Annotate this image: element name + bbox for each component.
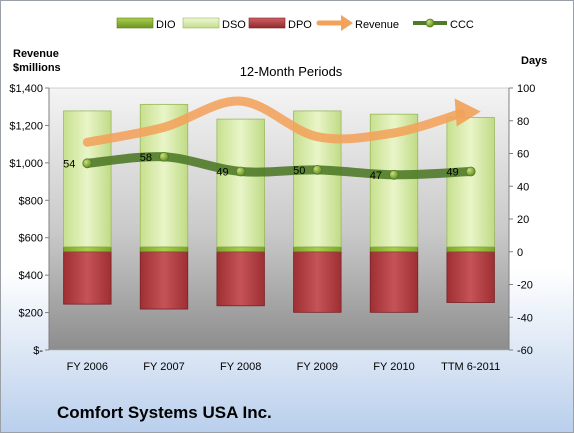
bars [63, 103, 495, 313]
company-name: Comfort Systems USA Inc. [57, 403, 272, 422]
right-tick-label: 80 [517, 116, 529, 128]
dso-bar [63, 110, 112, 248]
left-tick-label: $1,400 [9, 83, 43, 95]
dio-bar [216, 246, 265, 253]
ccc-marker [465, 166, 476, 177]
dpo-bar [446, 251, 495, 303]
revenue-arrowhead [454, 98, 481, 127]
x-axis-label: FY 2010 [373, 361, 414, 373]
legend-label-dso: DSO [222, 19, 246, 31]
ccc-data-label: 49 [446, 167, 458, 179]
legend-swatch-revenue [316, 15, 353, 31]
dio-bar [446, 246, 495, 253]
dio-bar [293, 246, 342, 253]
right-axis-title: Days [521, 55, 547, 67]
legend-label-revenue: Revenue [355, 19, 399, 31]
legend-label-dio: DIO [156, 19, 176, 31]
left-axis-title-line1: Revenue [13, 48, 59, 60]
right-tick-label: 100 [517, 83, 535, 95]
x-axis-label: TTM 6-2011 [441, 361, 500, 373]
dso-bar [216, 118, 265, 248]
ccc-marker [159, 151, 169, 162]
dio-bar [139, 246, 189, 253]
dpo-bar [216, 251, 265, 307]
legend-swatch-dso [182, 17, 220, 29]
dpo-bar [139, 251, 189, 310]
left-tick-label: $- [33, 345, 43, 357]
ccc-marker [389, 169, 399, 180]
right-tick-label: -60 [517, 345, 533, 357]
revenue-series [82, 96, 481, 147]
legend-swatch-ccc [413, 18, 447, 28]
ccc-series: 54 58 49 50 47 49 [63, 151, 476, 182]
dpo-bar [369, 251, 419, 313]
ccc-data-label: 58 [140, 152, 152, 164]
dso-bar [446, 117, 495, 248]
x-axis-label: FY 2009 [297, 361, 338, 373]
right-tick-label: -40 [517, 312, 533, 324]
left-axis-ticks: $- $200 $400 $600 $800 $1,000 $1,200 $1,400 [9, 83, 49, 357]
x-axis-label: FY 2006 [67, 361, 108, 373]
left-axis-title-line2: $millions [13, 62, 61, 74]
left-tick-label: $400 [19, 270, 43, 282]
legend-label-dpo: DPO [288, 19, 312, 31]
legend-label-ccc: CCC [450, 19, 474, 31]
dio-bar [63, 246, 112, 253]
left-tick-label: $800 [19, 195, 43, 207]
ccc-data-label: 50 [293, 165, 305, 177]
left-tick-label: $600 [19, 233, 43, 245]
chart-legend: DIO DSO DPO Revenue CCC [116, 15, 474, 31]
dpo-bar [63, 251, 112, 305]
right-tick-label: 40 [517, 181, 529, 193]
left-tick-label: $200 [19, 308, 43, 320]
right-tick-label: 0 [517, 247, 523, 259]
right-axis-ticks: -60 -40 -20 0 20 40 60 80 100 [509, 83, 535, 357]
ccc-data-label: 54 [63, 158, 75, 170]
ccc-marker [82, 158, 93, 169]
dpo-bar [293, 251, 342, 313]
x-axis-label: FY 2007 [143, 361, 184, 373]
chart-title: 12-Month Periods [240, 64, 343, 79]
right-tick-label: 20 [517, 214, 529, 226]
right-tick-label: 60 [517, 149, 529, 161]
revenue-line [82, 96, 466, 147]
plot-area [48, 87, 510, 351]
ccc-data-label: 47 [370, 170, 382, 182]
x-axis-labels: FY 2006 FY 2007 FY 2008 FY 2009 FY 2010 TTM 6… [67, 361, 501, 373]
legend-swatch-dpo [248, 17, 286, 29]
ccc-line [82, 152, 476, 180]
dio-bar [369, 246, 419, 253]
ccc-marker [235, 166, 246, 177]
ccc-data-label: 49 [216, 167, 228, 179]
legend-swatch-dio [116, 17, 154, 29]
x-axis-label: FY 2008 [220, 361, 261, 373]
ccc-marker [312, 164, 323, 175]
left-tick-label: $1,200 [9, 120, 43, 132]
right-tick-label: -20 [517, 280, 533, 292]
left-tick-label: $1,000 [9, 158, 43, 170]
